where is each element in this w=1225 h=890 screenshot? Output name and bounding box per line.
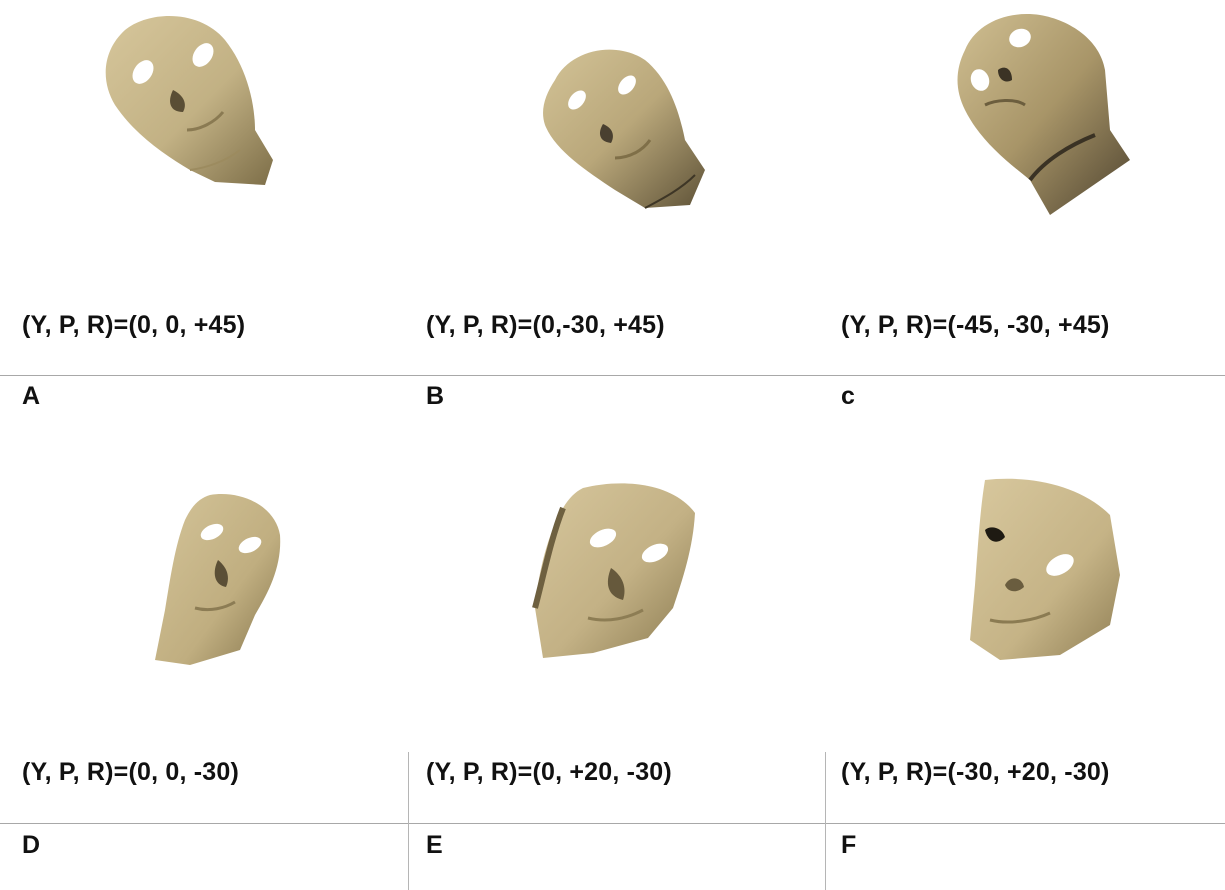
label-f: F <box>841 831 857 859</box>
panel-b: (Y, P, R)=(0,-30, +45) B <box>408 0 825 410</box>
face-render-c <box>957 14 1130 215</box>
caption-c: (Y, P, R)=(-45, -30, +45) <box>841 311 1110 339</box>
face-render-d <box>155 494 281 665</box>
column-divider-1 <box>408 752 409 890</box>
label-a: A <box>22 382 41 410</box>
face-render-a <box>105 16 274 185</box>
row-divider-top <box>0 375 1225 376</box>
face-render-b <box>543 49 705 209</box>
label-e: E <box>426 831 443 859</box>
label-b: B <box>426 382 445 410</box>
row-divider-bottom <box>0 823 1225 824</box>
panel-f: (Y, P, R)=(-30, +20, -30) F <box>825 410 1225 890</box>
panel-d: (Y, P, R)=(0, 0, -30) D <box>0 410 408 890</box>
caption-b: (Y, P, R)=(0,-30, +45) <box>426 311 665 339</box>
panel-c: (Y, P, R)=(-45, -30, +45) c <box>825 0 1225 410</box>
face-render-e <box>532 483 695 658</box>
panel-a: (Y, P, R)=(0, 0, +45) A <box>0 0 408 410</box>
caption-f: (Y, P, R)=(-30, +20, -30) <box>841 758 1110 786</box>
label-c: c <box>841 382 855 410</box>
caption-e: (Y, P, R)=(0, +20, -30) <box>426 758 672 786</box>
caption-a: (Y, P, R)=(0, 0, +45) <box>22 311 246 339</box>
label-d: D <box>22 831 41 859</box>
column-divider-2 <box>825 752 826 890</box>
panel-e: (Y, P, R)=(0, +20, -30) E <box>408 410 825 890</box>
face-render-f <box>970 478 1120 660</box>
caption-d: (Y, P, R)=(0, 0, -30) <box>22 758 240 786</box>
